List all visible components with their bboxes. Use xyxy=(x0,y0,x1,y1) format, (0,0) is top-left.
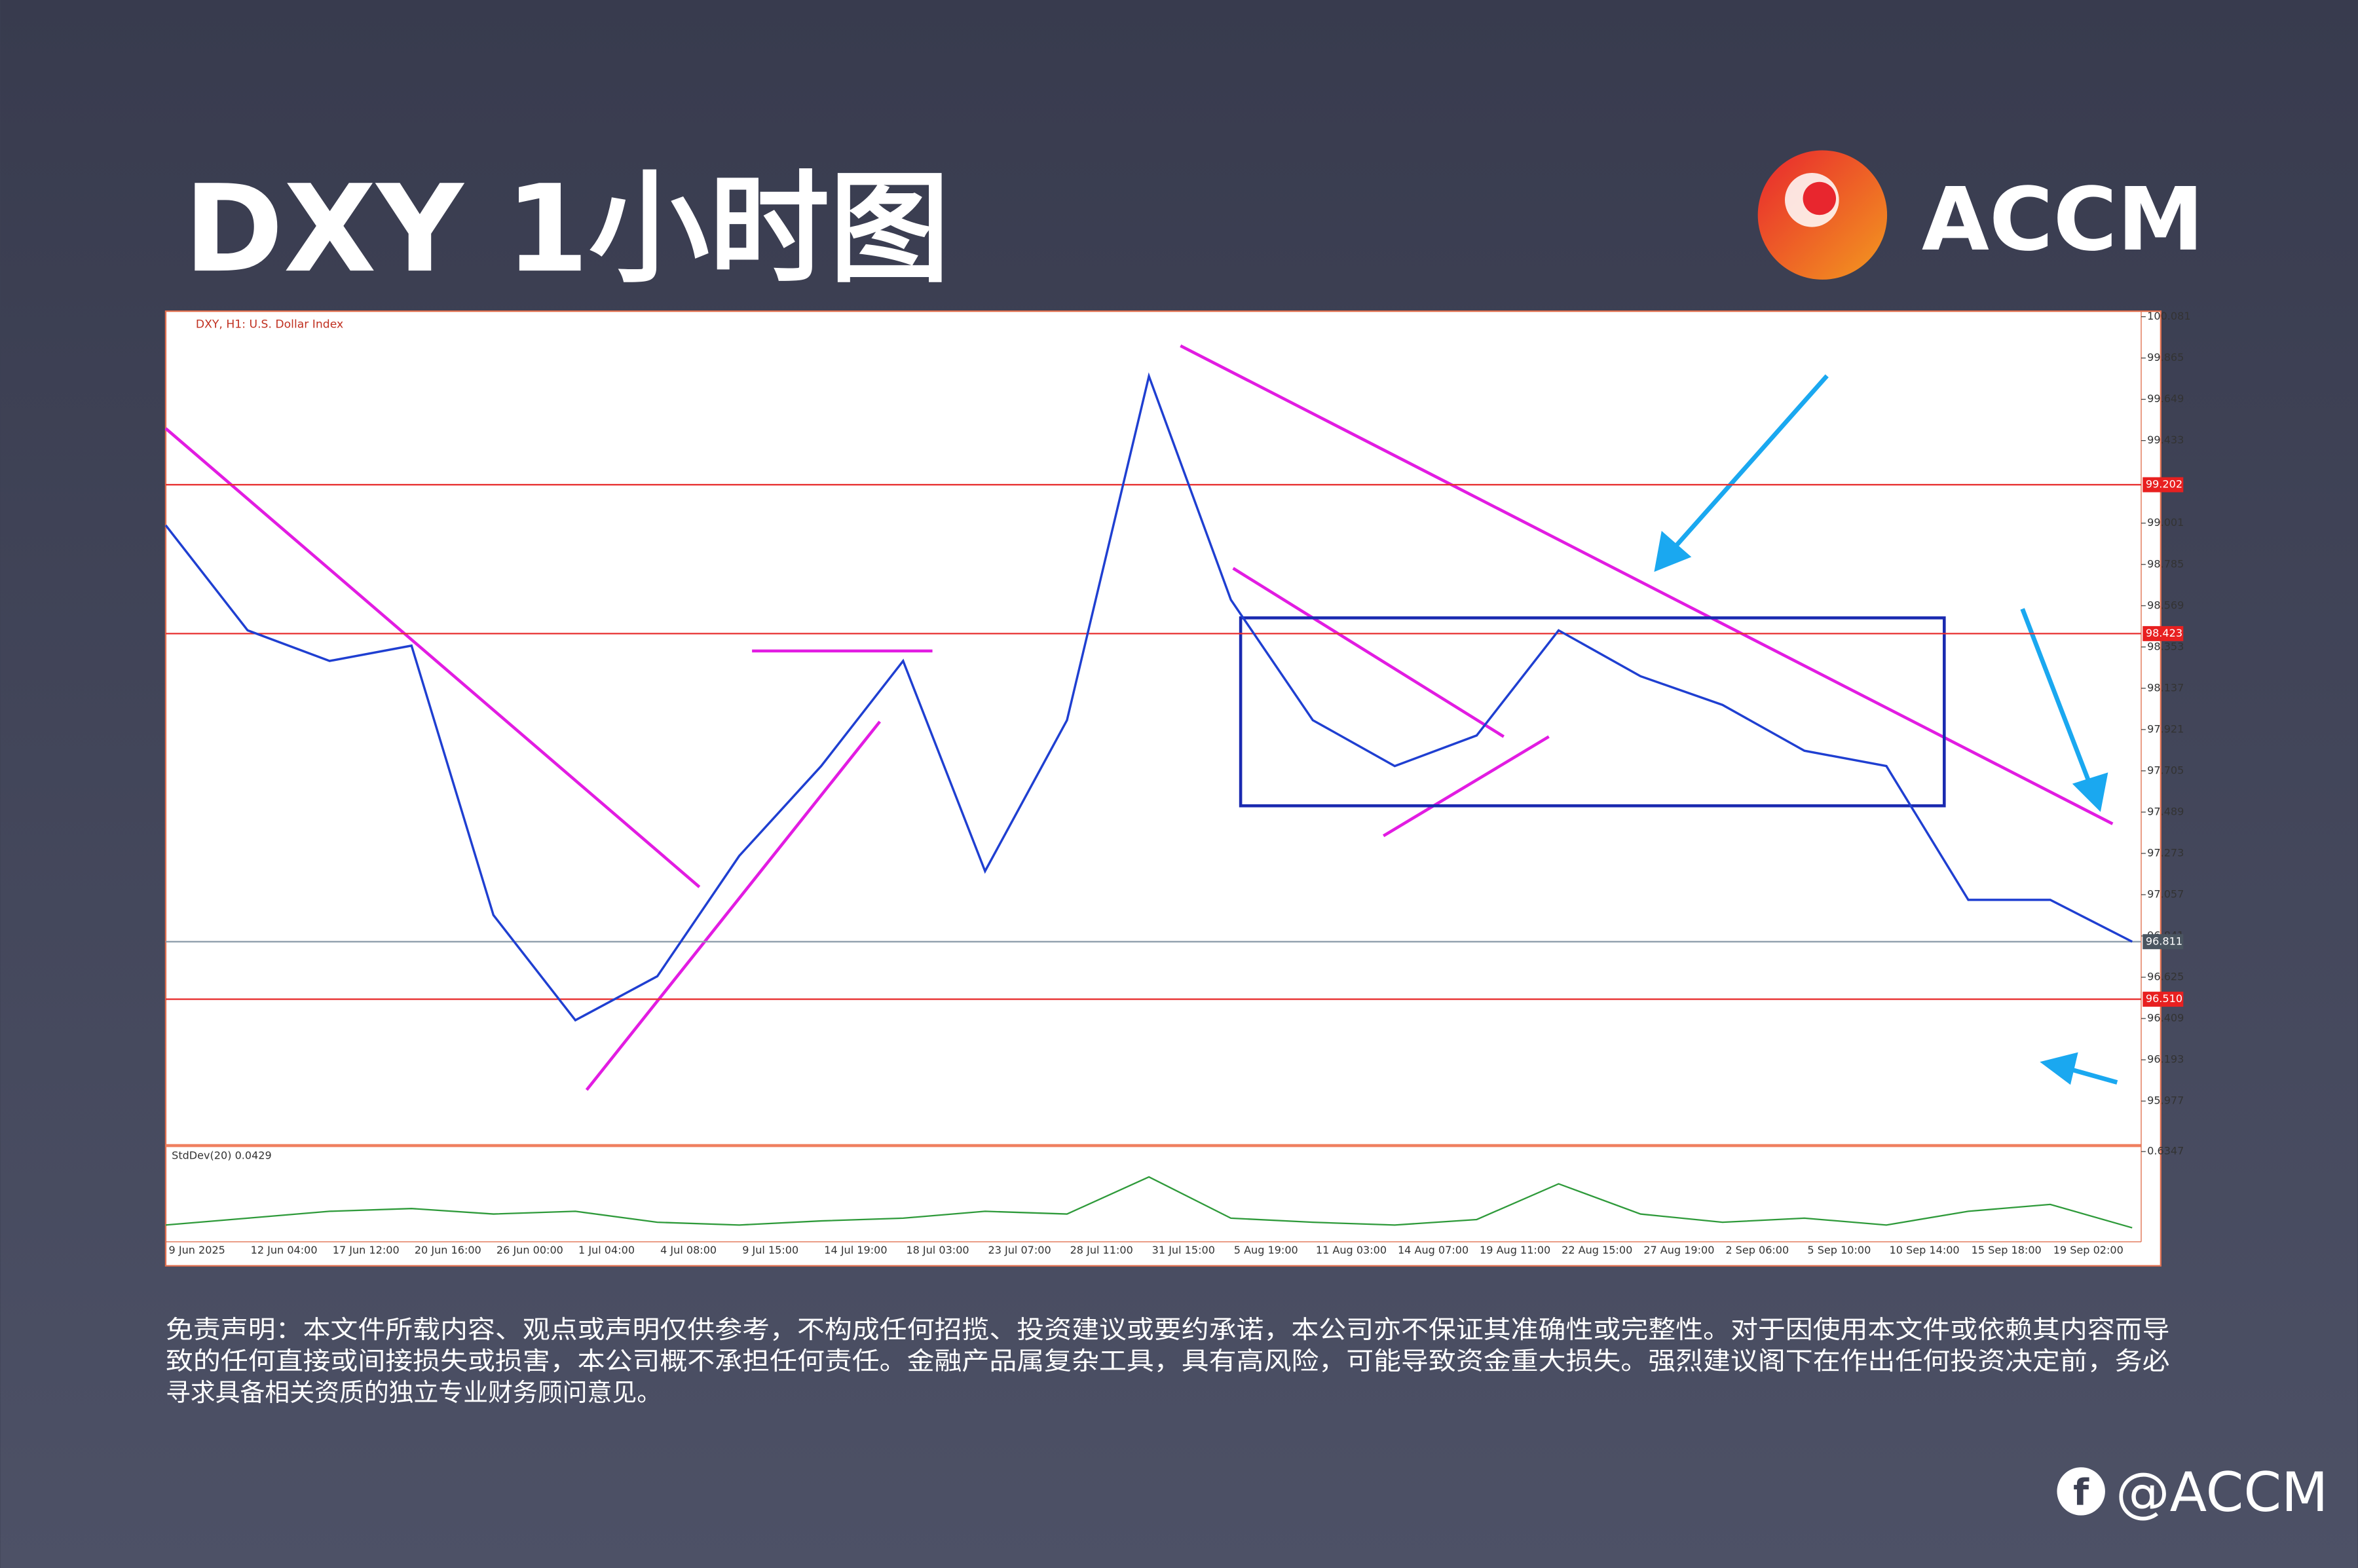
x-tick-label: 22 Aug 15:00 xyxy=(1562,1244,1632,1256)
level-label-bg xyxy=(2143,992,2184,1007)
y-tick-label: 97.273 xyxy=(2147,846,2184,859)
y-tick-label: 98.353 xyxy=(2147,640,2184,652)
y-tick-label: 97.057 xyxy=(2147,887,2184,900)
level-label-bg xyxy=(2143,934,2184,950)
arrows xyxy=(1654,374,2118,1085)
y-tick-label: 97.705 xyxy=(2147,764,2184,776)
y-tick-label: 98.569 xyxy=(2147,599,2184,611)
y-tick-label: 97.489 xyxy=(2147,805,2184,817)
y-tick-label: 99.865 xyxy=(2147,351,2184,364)
x-tick-label: 17 Jun 12:00 xyxy=(333,1244,400,1256)
chart-title: DXY, H1: U.S. Dollar Index xyxy=(196,318,343,331)
y-tick-label: 95.977 xyxy=(2147,1094,2184,1107)
x-tick-label: 1 Jul 04:00 xyxy=(578,1244,635,1256)
disclaimer-line: 寻求具备相关资质的独立专业财务顾问意见。 xyxy=(166,1378,662,1407)
x-tick-label: 11 Aug 03:00 xyxy=(1316,1244,1387,1256)
x-tick-label: 14 Aug 07:00 xyxy=(1398,1244,1469,1256)
x-tick-label: 31 Jul 15:00 xyxy=(1152,1244,1215,1256)
x-tick-label: 27 Aug 19:00 xyxy=(1643,1244,1714,1256)
x-tick-label: 26 Jun 00:00 xyxy=(496,1244,563,1256)
x-tick-label: 10 Sep 14:00 xyxy=(1890,1244,1960,1256)
x-tick-label: 2 Sep 06:00 xyxy=(1725,1244,1789,1256)
range-box xyxy=(1239,616,1946,808)
x-tick-label: 4 Jul 08:00 xyxy=(660,1244,717,1256)
x-tick-label: 19 Aug 11:00 xyxy=(1480,1244,1550,1256)
x-tick-label: 12 Jun 04:00 xyxy=(251,1244,318,1256)
x-tick-label: 14 Jul 19:00 xyxy=(824,1244,887,1256)
trendlines xyxy=(164,344,2114,1091)
x-tick-label: 20 Jun 16:00 xyxy=(415,1244,481,1256)
level-label: 98.423 xyxy=(2146,627,2182,639)
stddev-line xyxy=(165,1176,2133,1229)
page-title: DXY 1小时图 xyxy=(184,160,950,299)
subchart-title: StdDev(20) 0.0429 xyxy=(172,1149,272,1162)
level-label: 96.811 xyxy=(2146,935,2182,947)
x-tick-label: 18 Jul 03:00 xyxy=(906,1244,969,1256)
y-tick-label: 96.409 xyxy=(2147,1012,2184,1024)
y-tick-label: 99.433 xyxy=(2147,434,2184,446)
logo-icon xyxy=(1803,181,1837,215)
facebook-icon: f xyxy=(2073,1472,2089,1514)
level-label: 99.202 xyxy=(2146,478,2182,491)
facebook-icon xyxy=(2057,1467,2105,1516)
plot: 100.081 99.865 99.649 99.433 99.001 98.785 98.… xyxy=(164,310,2191,1256)
x-tick-label: 9 Jun 2025 xyxy=(169,1244,225,1256)
x-tick-label: 5 Sep 10:00 xyxy=(1807,1244,1871,1256)
y-tick-label: 98.137 xyxy=(2147,681,2184,694)
x-tick-label: 5 Aug 19:00 xyxy=(1234,1244,1298,1256)
chart-frame xyxy=(164,310,2162,1267)
level-label: 96.510 xyxy=(2146,992,2182,1005)
x-tick-label: 9 Jul 15:00 xyxy=(742,1244,798,1256)
y-tick-label: 99.001 xyxy=(2147,516,2184,529)
logo-text: ACCM xyxy=(1922,169,2204,271)
x-tick-label: 23 Jul 07:00 xyxy=(988,1244,1051,1256)
y-tick-label: 97.921 xyxy=(2147,722,2184,735)
disclaimer-line: 免责声明：本文件所载内容、观点或声明仅供参考，不构成任何招揽、投资建议或要约承诺… xyxy=(166,1315,2170,1344)
y-tick-label: 98.785 xyxy=(2147,557,2184,570)
x-tick-label: 28 Jul 11:00 xyxy=(1070,1244,1133,1256)
y-tick-label: 100.081 xyxy=(2147,310,2190,322)
disclaimer-line: 致的任何直接或间接损失或损害，本公司概不承担任何责任。金融产品属复杂工具，具有高… xyxy=(166,1347,2170,1375)
price-line xyxy=(164,372,2133,1022)
disclaimer: 免责声明：本文件所载内容、观点或声明仅供参考，不构成任何招揽、投资建议或要约承诺… xyxy=(166,1315,2170,1407)
footer-handle: @ACCM xyxy=(2116,1461,2328,1524)
x-tick-label: 15 Sep 18:00 xyxy=(1972,1244,2042,1256)
level-label-bg xyxy=(2143,625,2184,641)
y-tick-label: 99.649 xyxy=(2147,392,2184,405)
y-tick-label: 0.6347 xyxy=(2147,1145,2184,1157)
x-tick-label: 19 Sep 02:00 xyxy=(2053,1244,2124,1256)
y-tick-label: 96.193 xyxy=(2147,1053,2184,1066)
level-label-bg xyxy=(2143,477,2184,493)
y-tick-label: 96.625 xyxy=(2147,971,2184,983)
